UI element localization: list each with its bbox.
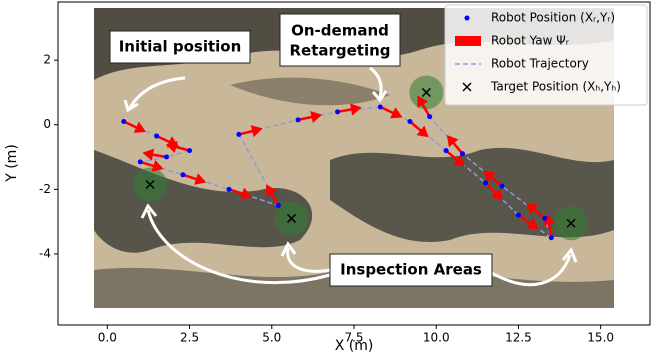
yaw-arrow xyxy=(165,141,190,153)
target-marker xyxy=(421,87,431,97)
yaw-arrow xyxy=(182,173,207,185)
annotation-initial: Initial position xyxy=(109,30,251,64)
plot-marks xyxy=(121,75,589,241)
robot-position xyxy=(121,119,127,125)
yaw-arrow xyxy=(297,111,323,124)
target-marker xyxy=(145,179,155,190)
y-axis-label: Y (m) xyxy=(4,144,20,183)
annotation-inspection: Inspection Areas xyxy=(329,253,493,287)
yaw-arrow xyxy=(445,149,465,167)
legend xyxy=(444,4,648,106)
robot-position xyxy=(275,202,281,208)
robot-position xyxy=(187,148,193,154)
yaw-arrow xyxy=(417,95,431,118)
robot-position xyxy=(542,215,548,221)
robot-position xyxy=(180,172,186,178)
y-tick-label: -2 xyxy=(39,182,51,196)
robot-position xyxy=(548,235,554,241)
robot-position xyxy=(226,186,232,192)
yaw-arrow xyxy=(525,202,546,220)
yaw-arrow xyxy=(142,148,167,161)
target-marker xyxy=(286,213,297,223)
yaw-arrow xyxy=(483,170,503,188)
robot-position xyxy=(499,183,505,189)
x-tick-label: 7.5 xyxy=(344,331,363,345)
y-tick-label: 2 xyxy=(43,53,51,67)
x-tick-label: 10.0 xyxy=(423,331,450,345)
x-axis-label: X (m) xyxy=(335,338,374,354)
yaw-arrow xyxy=(238,125,263,138)
legend-label: Robot Trajectory xyxy=(491,57,589,71)
legend-label: Robot Position (Xᵣ,Yᵣ) xyxy=(491,11,615,25)
annotation-arrows xyxy=(123,66,578,287)
robot-position xyxy=(335,109,341,115)
annotation-text: Inspection Areas xyxy=(340,261,482,279)
x-tick-label: 0.0 xyxy=(98,331,117,345)
legend-icon xyxy=(455,36,481,46)
target-marker xyxy=(566,218,576,228)
yaw-arrow xyxy=(139,160,164,172)
yaw-arrow xyxy=(484,181,503,201)
yaw-arrow xyxy=(517,214,539,230)
x-tick-label: 12.5 xyxy=(505,331,532,345)
robot-position xyxy=(483,180,489,186)
y-tick-label: -4 xyxy=(39,246,51,260)
legend-icon xyxy=(464,15,470,21)
robot-position xyxy=(460,151,466,157)
robot-position xyxy=(295,117,301,123)
robot-position xyxy=(164,154,170,160)
yaw-arrow xyxy=(266,184,280,207)
x-tick-label: 2.5 xyxy=(180,331,199,345)
yaw-arrow xyxy=(409,120,429,138)
legend-label: Target Position (Xₕ,Yₕ) xyxy=(490,80,621,94)
yaw-arrow xyxy=(446,135,464,155)
yaw-arrow xyxy=(379,105,403,119)
robot-position xyxy=(443,148,449,154)
robot-position xyxy=(377,104,383,110)
robot-position xyxy=(515,212,521,218)
legend-label: Robot Yaw Ψᵣ xyxy=(491,34,570,48)
annotation-text: Retargeting xyxy=(289,42,390,60)
robot-position xyxy=(236,131,242,137)
yaw-arrow xyxy=(542,213,556,239)
yaw-arrow xyxy=(228,187,253,200)
robot-position xyxy=(137,159,143,165)
robot-position xyxy=(407,119,413,125)
annotation-text: Initial position xyxy=(119,38,242,56)
annotation-text: On-demand xyxy=(291,22,389,40)
yaw-arrow xyxy=(123,120,147,133)
robot-position xyxy=(154,133,160,139)
x-tick-label: 15.0 xyxy=(587,331,614,345)
x-tick-label: 5.0 xyxy=(262,331,281,345)
y-tick-label: 0 xyxy=(43,117,51,131)
robot-position xyxy=(427,114,433,120)
legend-icon xyxy=(462,82,472,92)
annotation-retargeting: On-demand Retargeting xyxy=(279,13,401,67)
yaw-arrow xyxy=(337,103,362,116)
